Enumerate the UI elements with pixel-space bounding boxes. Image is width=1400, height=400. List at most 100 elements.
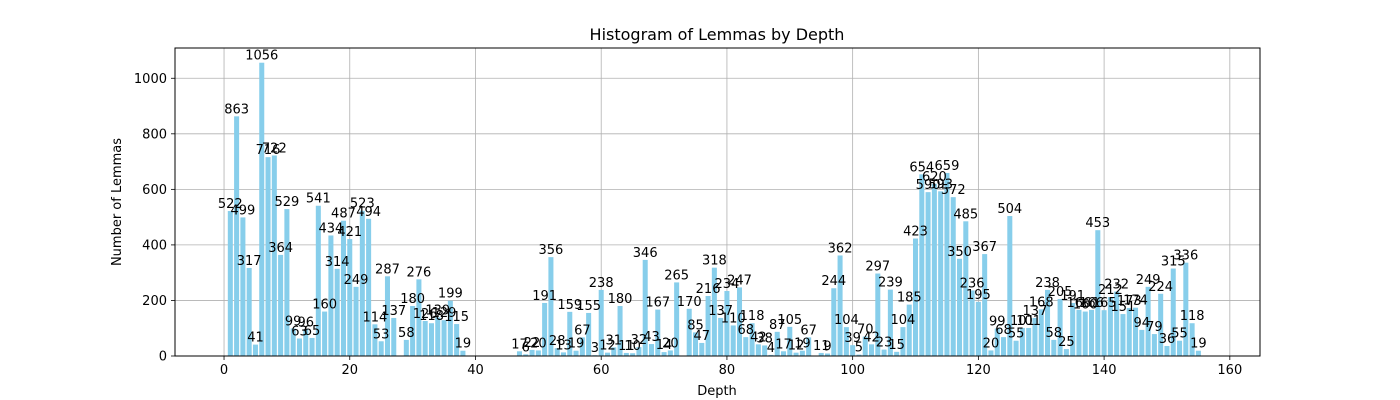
bar-value-label: 166: [1079, 296, 1104, 311]
bar: [1013, 340, 1019, 356]
bar: [573, 350, 579, 356]
bar-value-label: 118: [1180, 309, 1205, 324]
bar-value-label: 118: [740, 309, 765, 324]
bar: [1151, 334, 1157, 356]
bar-value-label: 19: [794, 337, 811, 352]
bar-value-label: 249: [344, 273, 369, 288]
bar: [1007, 216, 1013, 356]
bar: [523, 354, 529, 356]
bar: [636, 347, 642, 356]
bar-value-label: 593: [928, 177, 953, 192]
bar: [265, 157, 271, 356]
bar-value-label: 367: [972, 240, 997, 255]
bar-value-label: 232: [1104, 278, 1129, 293]
bar: [950, 197, 956, 356]
data-labels: 5228634993174110567167223645299963966554…: [218, 49, 1207, 356]
bar: [604, 352, 611, 356]
bar: [994, 328, 1000, 356]
bar: [1076, 309, 1082, 356]
bar: [1051, 339, 1057, 356]
bar: [736, 287, 743, 356]
x-tick-label: 120: [966, 363, 991, 378]
bar-value-label: 11: [618, 339, 635, 354]
bar-value-label: 166: [1067, 296, 1092, 311]
bar: [787, 326, 793, 356]
bar-value-label: 234: [715, 277, 740, 292]
bar: [1045, 289, 1051, 356]
bar: [1057, 299, 1063, 356]
bar-value-label: 173: [1117, 294, 1142, 309]
bar: [441, 320, 447, 356]
bar-value-label: 216: [696, 282, 721, 297]
bar-value-label: 137: [708, 304, 733, 319]
bar-value-label: 55: [1008, 327, 1025, 342]
bar: [516, 351, 522, 356]
bar-value-label: 364: [268, 241, 293, 256]
bar-value-label: 70: [857, 323, 874, 338]
bar: [818, 352, 824, 356]
bar: [284, 209, 290, 356]
bar-value-label: 19: [568, 337, 585, 352]
bar-value-label: 99: [285, 315, 302, 330]
bar-value-label: 13: [555, 338, 572, 353]
bar: [529, 349, 535, 356]
bar: [692, 332, 699, 356]
bar-value-label: 110: [721, 311, 746, 326]
bar-value-label: 101: [1010, 314, 1035, 329]
bar-value-label: 487: [331, 207, 356, 222]
x-tick-label: 160: [1217, 363, 1242, 378]
bar: [913, 238, 919, 356]
bar-value-label: 118: [419, 309, 444, 324]
bar: [831, 288, 837, 356]
bar-value-label: 99: [989, 315, 1006, 330]
y-tick-label: 0: [159, 350, 167, 365]
bar: [975, 301, 981, 356]
bar-value-label: 191: [1060, 289, 1085, 304]
bar: [454, 324, 460, 356]
bar-value-label: 434: [318, 221, 343, 236]
bar-value-label: 185: [897, 291, 922, 306]
bar: [661, 352, 667, 356]
bar-value-label: 115: [444, 310, 469, 325]
bar: [347, 239, 353, 356]
bar: [749, 323, 755, 356]
bar: [334, 268, 340, 356]
bar: [234, 116, 240, 356]
y-tick-label: 600: [142, 183, 167, 198]
bar: [447, 300, 453, 356]
bar: [1095, 230, 1101, 356]
bar: [296, 338, 302, 356]
bar-value-label: 195: [966, 288, 991, 303]
y-tick-label: 400: [142, 238, 167, 253]
bar-value-label: 58: [1046, 326, 1063, 341]
bar-value-label: 28: [549, 334, 566, 349]
bar-value-label: 529: [274, 195, 299, 210]
bar: [762, 345, 768, 356]
bar: [422, 321, 428, 356]
bar: [1082, 311, 1088, 356]
bar: [384, 276, 390, 356]
bar-value-label: 47: [694, 329, 711, 344]
bar: [837, 255, 843, 356]
bars: [227, 62, 1201, 356]
bar: [862, 336, 868, 356]
bar-value-label: 43: [643, 330, 660, 345]
bar: [535, 350, 541, 356]
bar: [780, 351, 787, 356]
bar-value-label: 5: [855, 341, 863, 356]
bar-value-label: 247: [727, 273, 752, 288]
bar: [617, 306, 623, 356]
bar-value-label: 174: [1123, 294, 1148, 309]
bar: [353, 286, 359, 356]
bar: [1139, 329, 1145, 356]
bar-value-label: 155: [576, 299, 601, 314]
bar-value-label: 249: [1136, 273, 1161, 288]
bar: [1126, 307, 1132, 356]
bar: [598, 289, 604, 356]
bar-value-label: 504: [997, 202, 1022, 217]
bar: [259, 62, 265, 356]
bar-value-label: 165: [1092, 296, 1117, 311]
bar: [227, 211, 233, 356]
x-axis-label: Depth: [697, 384, 737, 399]
bar-value-label: 722: [262, 141, 287, 156]
